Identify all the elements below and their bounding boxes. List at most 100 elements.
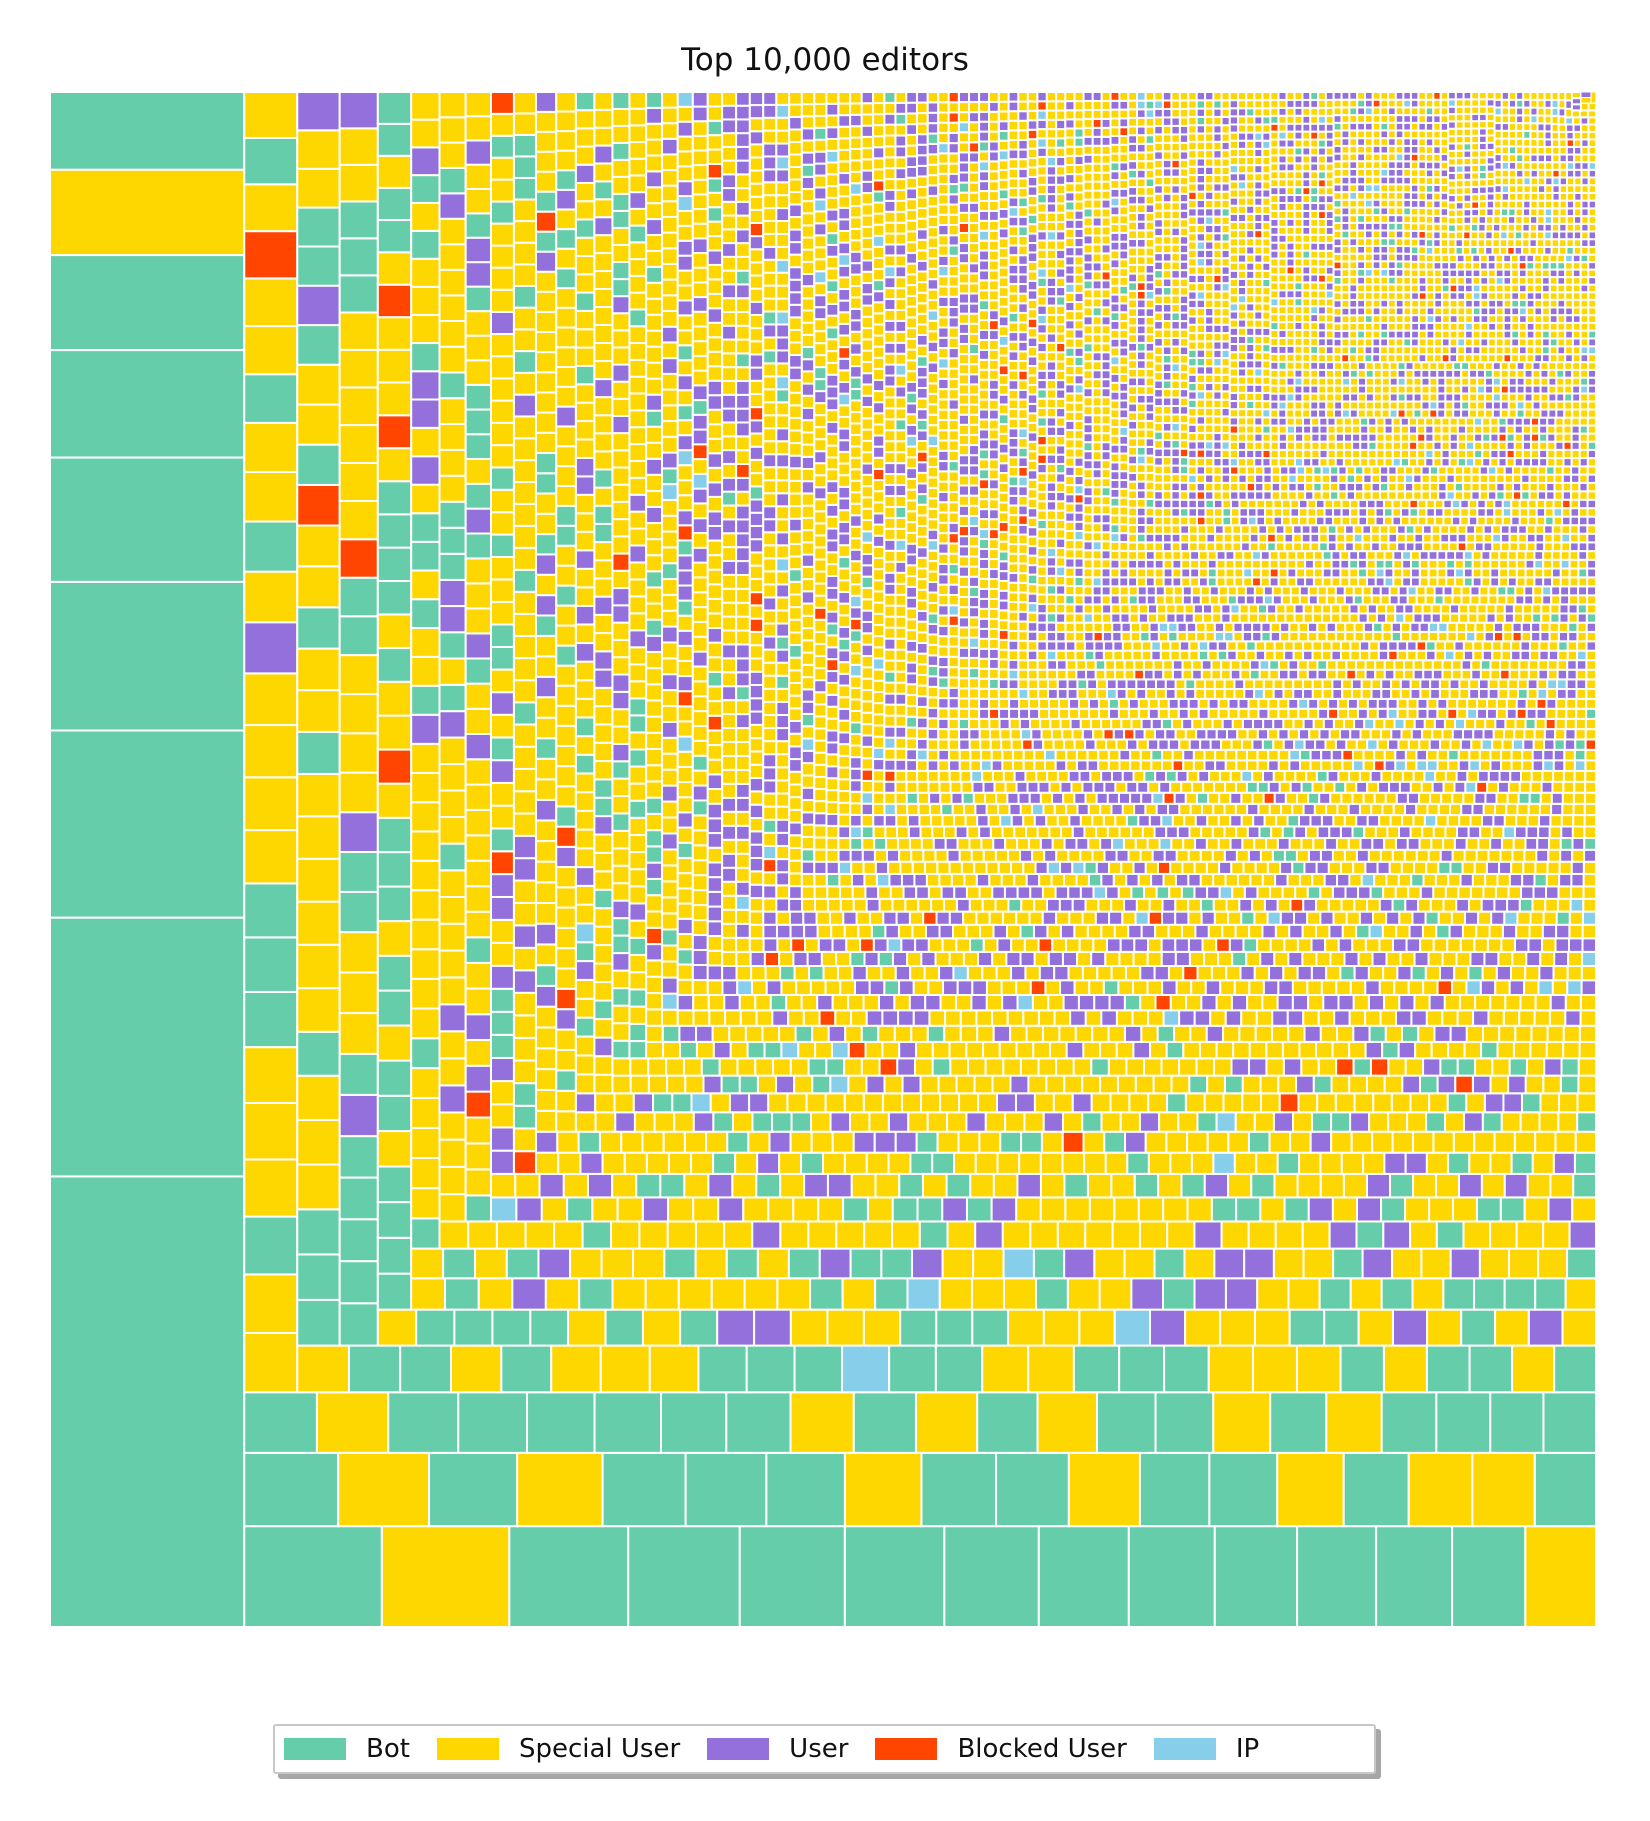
treemap-cell (857, 923, 873, 940)
treemap-cell (593, 306, 614, 326)
treemap-cell (593, 541, 614, 562)
treemap-cell (438, 1193, 467, 1223)
treemap-cell (748, 630, 765, 647)
treemap-cell (1206, 885, 1221, 900)
treemap-cell (947, 213, 960, 226)
treemap-cell (825, 314, 840, 329)
treemap-cell (821, 1151, 846, 1175)
treemap-cell (837, 743, 852, 757)
treemap-cell (849, 629, 863, 643)
treemap-cell (1384, 791, 1398, 805)
treemap-cell (1428, 1196, 1455, 1223)
treemap-cell (825, 361, 840, 376)
treemap-cell (748, 182, 765, 198)
treemap-cell (661, 372, 679, 391)
treemap-cell (691, 964, 709, 982)
treemap-cell (1281, 885, 1297, 900)
treemap-cell (1022, 1009, 1040, 1027)
treemap-cell (813, 210, 828, 225)
treemap-cell (872, 556, 886, 571)
treemap-cell (628, 527, 648, 547)
treemap-cell (706, 568, 724, 586)
treemap-cell (957, 535, 971, 548)
treemap-cell (748, 327, 765, 343)
treemap-cell (957, 252, 971, 265)
treemap-cell (376, 851, 413, 888)
treemap-cell (1008, 707, 1021, 720)
treemap-cell (1291, 860, 1306, 875)
treemap-cell (1444, 825, 1459, 840)
treemap-cell (968, 474, 981, 487)
treemap-cell (883, 91, 897, 104)
treemap-cell (1497, 950, 1514, 967)
treemap-cell (788, 885, 803, 900)
treemap-cell (800, 394, 816, 409)
treemap-cell (957, 545, 971, 558)
treemap-cell (338, 890, 379, 934)
treemap-cell (645, 992, 664, 1011)
treemap-cell (1135, 688, 1148, 700)
treemap-cell (1325, 802, 1339, 817)
treemap-cell (826, 885, 842, 900)
treemap-cell (628, 224, 648, 244)
treemap-cell (1206, 1130, 1230, 1154)
treemap-cell (1524, 965, 1541, 982)
treemap-cell (1404, 1196, 1431, 1223)
treemap-cell (296, 815, 341, 860)
treemap-cell (611, 141, 631, 161)
treemap-cell (1287, 707, 1300, 720)
treemap-cell (958, 759, 972, 772)
treemap-cell (579, 1151, 604, 1175)
treemap-cell (1561, 1308, 1597, 1347)
treemap-cell (1520, 885, 1535, 900)
treemap-cell (1480, 1040, 1499, 1060)
treemap-cell (915, 652, 929, 666)
treemap-cell (1107, 759, 1121, 772)
treemap-cell (555, 326, 577, 349)
treemap-cell (1542, 1220, 1571, 1250)
treemap-cell (825, 409, 840, 423)
treemap-cell (895, 910, 911, 926)
treemap-cell (872, 467, 886, 482)
treemap-cell (880, 1247, 914, 1280)
treemap-cell (1383, 717, 1396, 731)
treemap-cell (927, 780, 941, 794)
treemap-cell (988, 199, 1000, 212)
treemap-cell (464, 408, 492, 436)
treemap-cell (1406, 707, 1419, 720)
treemap-cell (1182, 759, 1195, 772)
treemap-cell (802, 910, 818, 926)
treemap-cell (860, 666, 875, 680)
treemap-cell (1200, 825, 1214, 840)
treemap-cell (1069, 717, 1082, 731)
treemap-cell (1439, 738, 1452, 751)
treemap-cell (748, 366, 765, 382)
treemap-cell (611, 500, 631, 521)
treemap-cell (661, 1008, 679, 1027)
treemap-cell (734, 1151, 759, 1175)
treemap-cell (779, 965, 796, 982)
treemap-cell (978, 309, 991, 322)
treemap-cell (1504, 994, 1522, 1012)
treemap-cell (1115, 738, 1128, 751)
treemap-cell (843, 923, 860, 940)
treemap-cell (788, 379, 803, 394)
treemap-cell (968, 262, 981, 275)
treemap-cell (296, 772, 341, 818)
treemap-cell (661, 800, 679, 819)
treemap-cell (849, 307, 863, 322)
treemap-cell (1475, 923, 1491, 940)
treemap-cell (898, 1040, 918, 1060)
treemap-cell (1448, 923, 1464, 940)
treemap-cell (1224, 1277, 1259, 1311)
treemap-cell (775, 492, 791, 508)
treemap-cell (1220, 738, 1233, 751)
treemap-cell (1358, 802, 1373, 817)
treemap-cell (338, 971, 379, 1015)
treemap-cell (813, 282, 828, 297)
treemap-cell (1090, 950, 1107, 967)
treemap-cell (574, 903, 596, 925)
treemap-cell (1443, 717, 1457, 731)
treemap-cell (338, 1135, 379, 1179)
treemap-cell (748, 750, 765, 766)
